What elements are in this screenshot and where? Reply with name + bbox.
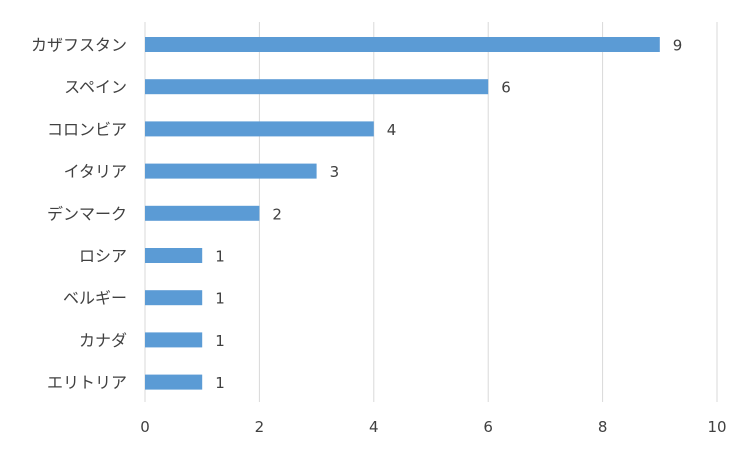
category-label: イタリア (64, 162, 127, 181)
data-label: 1 (215, 248, 225, 266)
category-label: コロンビア (47, 120, 127, 139)
x-tick-label: 6 (483, 418, 493, 436)
bar (145, 205, 260, 221)
bar (145, 163, 317, 179)
category-label: カザフスタン (31, 36, 127, 55)
bar (145, 37, 660, 52)
bar (145, 121, 374, 137)
bar (145, 332, 203, 348)
x-tick-label: 10 (707, 418, 726, 436)
x-tick-label: 0 (140, 418, 150, 436)
bars (145, 37, 660, 390)
category-label: カナダ (79, 331, 127, 350)
data-label: 1 (215, 332, 225, 350)
bar (145, 248, 203, 263)
category-label: デンマーク (47, 204, 127, 223)
x-tick-label: 8 (598, 418, 608, 436)
data-label: 9 (673, 37, 683, 55)
data-label: 1 (215, 290, 225, 308)
category-label: ロシア (79, 247, 127, 266)
labels: 0 2 4 6 8 10 カザフスタン 9 スペイン 6 コロンビア 4 イタリア 3 デンマーク 2 ロシア 1… (31, 36, 727, 437)
x-tick-label: 4 (369, 418, 379, 436)
data-label: 4 (387, 121, 397, 139)
category-label: エリトリア (47, 373, 127, 392)
data-label: 1 (215, 374, 225, 392)
data-label: 2 (272, 205, 282, 223)
bar (145, 79, 489, 95)
bar (145, 374, 203, 390)
data-label: 3 (330, 163, 340, 181)
x-tick-label: 2 (255, 418, 265, 436)
data-label: 6 (501, 79, 511, 97)
category-label: スペイン (64, 78, 127, 97)
category-label: ベルギー (63, 289, 127, 308)
bar (145, 290, 203, 306)
